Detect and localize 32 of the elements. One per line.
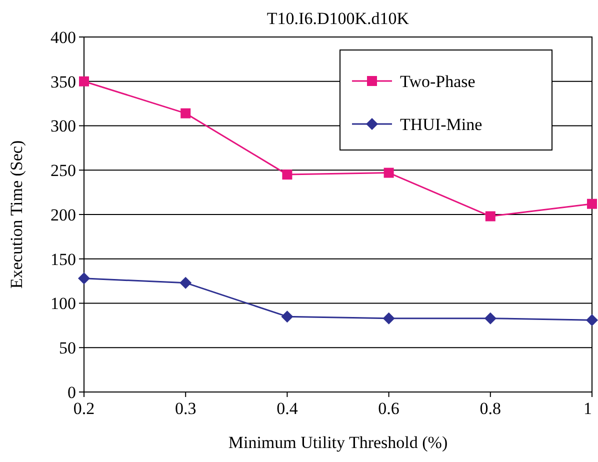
point [282,170,292,180]
point [180,108,191,118]
point [485,211,496,222]
point [587,198,597,209]
y-tick-label: 100 [50,294,76,314]
y-axis-title: Execution Time (Sec) [7,140,26,289]
x-tick-label: 0.3 [174,399,196,418]
x-tick-label: 0.8 [480,399,502,418]
legend-label: THUI-Mine [400,114,482,134]
y-tick-label: 0 [68,382,76,402]
y-tick-label: 200 [50,205,76,224]
legend-label: Two-Phase [400,72,476,91]
y-tick-label: 400 [50,28,76,47]
point [78,272,90,284]
y-tick-label: 150 [50,250,76,269]
x-tick-label: 0.4 [276,399,298,418]
y-tick-label: 250 [50,161,76,180]
point [79,76,89,86]
point [281,310,294,323]
x-axis-title: Minimum Utility Threshold (%) [228,433,448,452]
y-tick-label: 350 [50,72,76,92]
point [586,314,598,326]
x-tick-label: 0.6 [378,399,400,418]
point [384,168,394,178]
point [484,312,496,324]
y-tick-label: 300 [50,116,76,136]
x-tick-label: 1 [584,399,592,418]
point [382,312,395,324]
point [180,276,192,289]
chart-title: T10.I6.D100K.d10K [266,9,410,28]
y-tick-label: 50 [59,338,76,358]
x-tick-label: 0.2 [73,399,95,418]
